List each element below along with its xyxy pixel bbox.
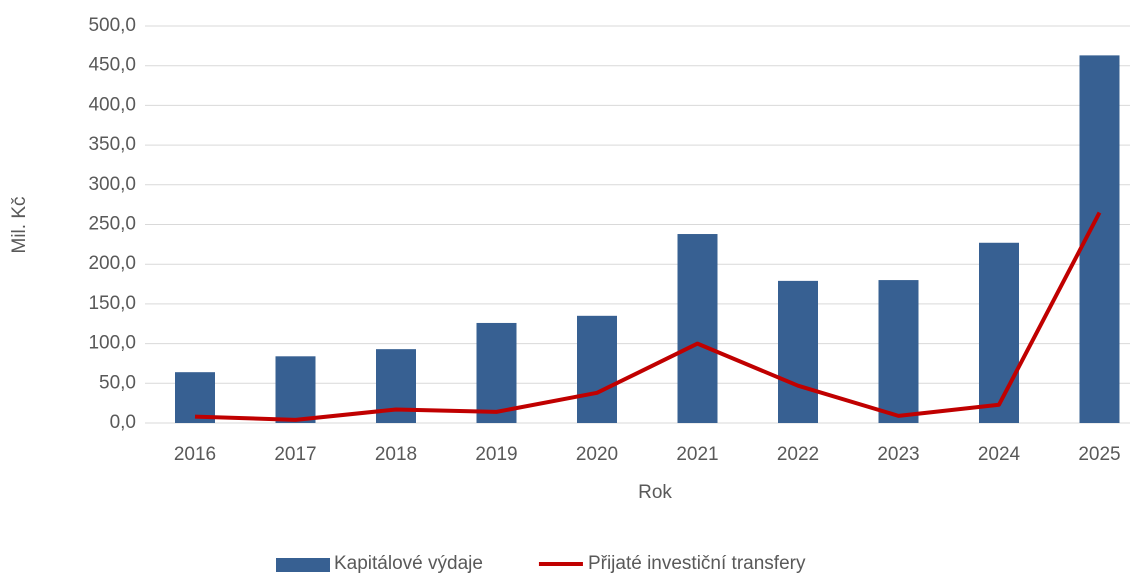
- x-tick-label: 2020: [576, 444, 618, 465]
- x-tick-label: 2025: [1078, 444, 1120, 465]
- legend-label: Přijaté investiční transfery: [588, 553, 806, 574]
- legend-label: Kapitálové výdaje: [334, 553, 483, 574]
- x-axis-label: Rok: [638, 482, 672, 503]
- legend-swatch: [276, 558, 330, 572]
- y-tick-label: 0,0: [110, 412, 136, 433]
- y-tick-label: 300,0: [88, 174, 136, 195]
- y-tick-label: 450,0: [88, 55, 136, 76]
- x-tick-label: 2018: [375, 444, 417, 465]
- y-axis-label: Mil. Kč: [9, 197, 30, 254]
- bar: [175, 372, 215, 423]
- y-tick-label: 250,0: [88, 214, 136, 235]
- x-tick-label: 2021: [676, 444, 718, 465]
- y-tick-label: 100,0: [88, 333, 136, 354]
- x-tick-label: 2019: [475, 444, 517, 465]
- y-tick-label: 350,0: [88, 134, 136, 155]
- y-tick-label: 150,0: [88, 293, 136, 314]
- bar: [275, 356, 316, 423]
- bar: [778, 280, 818, 423]
- y-tick-label: 500,0: [88, 15, 136, 36]
- x-tick-label: 2023: [877, 444, 919, 465]
- bar: [677, 234, 718, 423]
- x-tick-label: 2017: [274, 444, 316, 465]
- x-tick-label: 2024: [978, 444, 1021, 465]
- line: [194, 211, 1102, 422]
- y-tick-label: 50,0: [99, 372, 136, 393]
- bar: [979, 242, 1019, 423]
- y-tick-label: 200,0: [88, 253, 136, 274]
- bar: [878, 280, 919, 423]
- bar: [577, 315, 617, 423]
- bar: [476, 322, 517, 423]
- y-tick-label: 400,0: [88, 94, 136, 115]
- x-tick-label: 2016: [174, 444, 216, 465]
- x-tick-label: 2022: [777, 444, 819, 465]
